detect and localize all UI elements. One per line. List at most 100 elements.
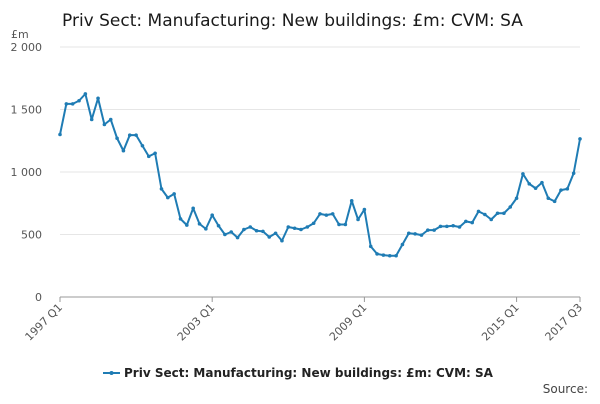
- y-tick-label: 2 000: [11, 41, 43, 54]
- data-point: [578, 137, 582, 141]
- x-tick-label: 2017 Q3: [543, 301, 586, 344]
- data-point: [191, 206, 195, 211]
- data-point: [470, 220, 474, 225]
- data-point: [387, 253, 392, 258]
- data-point: [495, 211, 500, 216]
- data-point: [89, 117, 94, 122]
- data-point: [426, 228, 430, 232]
- data-point: [413, 232, 417, 236]
- data-point: [565, 187, 570, 191]
- data-point: [204, 227, 208, 231]
- data-point: [438, 224, 443, 229]
- data-point: [330, 212, 335, 216]
- data-point: [96, 96, 100, 101]
- data-point: [108, 117, 113, 122]
- data-point: [362, 207, 367, 212]
- data-point: [368, 244, 373, 249]
- y-unit-label: £m: [11, 28, 29, 41]
- data-point: [229, 230, 234, 234]
- data-point: [146, 154, 151, 159]
- legend-label: Priv Sect: Manufacturing: New buildings:…: [124, 366, 494, 380]
- data-point: [527, 182, 532, 186]
- data-point: [514, 196, 519, 201]
- data-point: [432, 228, 436, 232]
- y-tick-label: 1 000: [11, 166, 43, 179]
- data-point: [356, 217, 360, 222]
- data-point: [273, 231, 278, 236]
- data-point: [381, 253, 386, 257]
- data-point: [115, 136, 119, 141]
- data-point: [102, 122, 107, 127]
- data-point: [235, 235, 240, 240]
- data-point: [324, 213, 329, 217]
- data-point: [464, 219, 468, 224]
- x-tick-label: 2003 Q1: [175, 301, 218, 344]
- data-point: [134, 133, 138, 137]
- chart-title: Priv Sect: Manufacturing: New buildings:…: [62, 11, 523, 31]
- data-point: [552, 199, 557, 204]
- data-point: [343, 222, 348, 227]
- data-point: [185, 223, 189, 227]
- source-label: Source:: [543, 382, 588, 396]
- legend-swatch-marker: [109, 371, 114, 375]
- data-point: [337, 222, 341, 227]
- y-axis-ticks: 0 500 1 000 1 500 2 000: [11, 41, 43, 304]
- data-point: [559, 188, 563, 192]
- x-tick-label: 1997 Q1: [23, 301, 66, 344]
- data-point: [64, 102, 69, 106]
- data-point: [248, 225, 253, 229]
- data-point: [172, 192, 176, 196]
- data-point: [508, 205, 513, 209]
- series-line: [59, 92, 581, 257]
- data-point: [299, 227, 303, 232]
- data-point: [127, 133, 132, 137]
- data-point: [305, 225, 310, 229]
- legend: Priv Sect: Manufacturing: New buildings:…: [103, 366, 494, 380]
- data-point: [419, 233, 424, 237]
- data-point: [546, 196, 551, 201]
- data-point: [571, 171, 576, 176]
- data-point: [83, 92, 88, 96]
- data-point: [445, 224, 449, 229]
- data-point: [267, 235, 272, 239]
- data-point: [223, 232, 227, 237]
- data-point: [58, 132, 62, 137]
- data-point: [521, 172, 525, 176]
- data-point: [375, 252, 379, 256]
- data-point: [489, 217, 494, 222]
- data-point: [210, 213, 214, 217]
- data-point: [400, 242, 405, 247]
- data-point: [261, 229, 265, 234]
- grid-lines: [60, 46, 580, 235]
- data-point: [153, 151, 157, 156]
- data-point: [178, 217, 183, 221]
- data-point: [286, 225, 291, 229]
- y-tick-label: 500: [21, 229, 42, 242]
- data-point: [197, 222, 202, 226]
- series-line-group: [58, 92, 582, 258]
- data-point: [533, 186, 538, 191]
- x-axis: 1997 Q1 2003 Q1 2009 Q1 2015 Q1 2017 Q3: [23, 296, 586, 344]
- data-point: [406, 231, 411, 236]
- data-point: [483, 212, 487, 217]
- data-point: [166, 195, 170, 200]
- data-point: [70, 102, 75, 106]
- data-point: [457, 225, 462, 229]
- x-tick-label: 2009 Q1: [327, 301, 370, 344]
- data-point: [254, 228, 259, 233]
- data-point: [216, 223, 221, 228]
- data-point: [451, 223, 455, 228]
- y-tick-label: 0: [35, 291, 42, 304]
- data-point: [77, 98, 81, 103]
- data-point: [121, 148, 126, 153]
- data-point: [311, 221, 316, 226]
- data-point: [540, 180, 544, 185]
- data-point: [476, 209, 481, 214]
- x-tick-label: 2015 Q1: [479, 301, 522, 344]
- data-point: [292, 226, 297, 231]
- data-point: [502, 211, 506, 216]
- data-point: [318, 212, 322, 216]
- data-point: [349, 198, 354, 203]
- data-point: [280, 238, 284, 243]
